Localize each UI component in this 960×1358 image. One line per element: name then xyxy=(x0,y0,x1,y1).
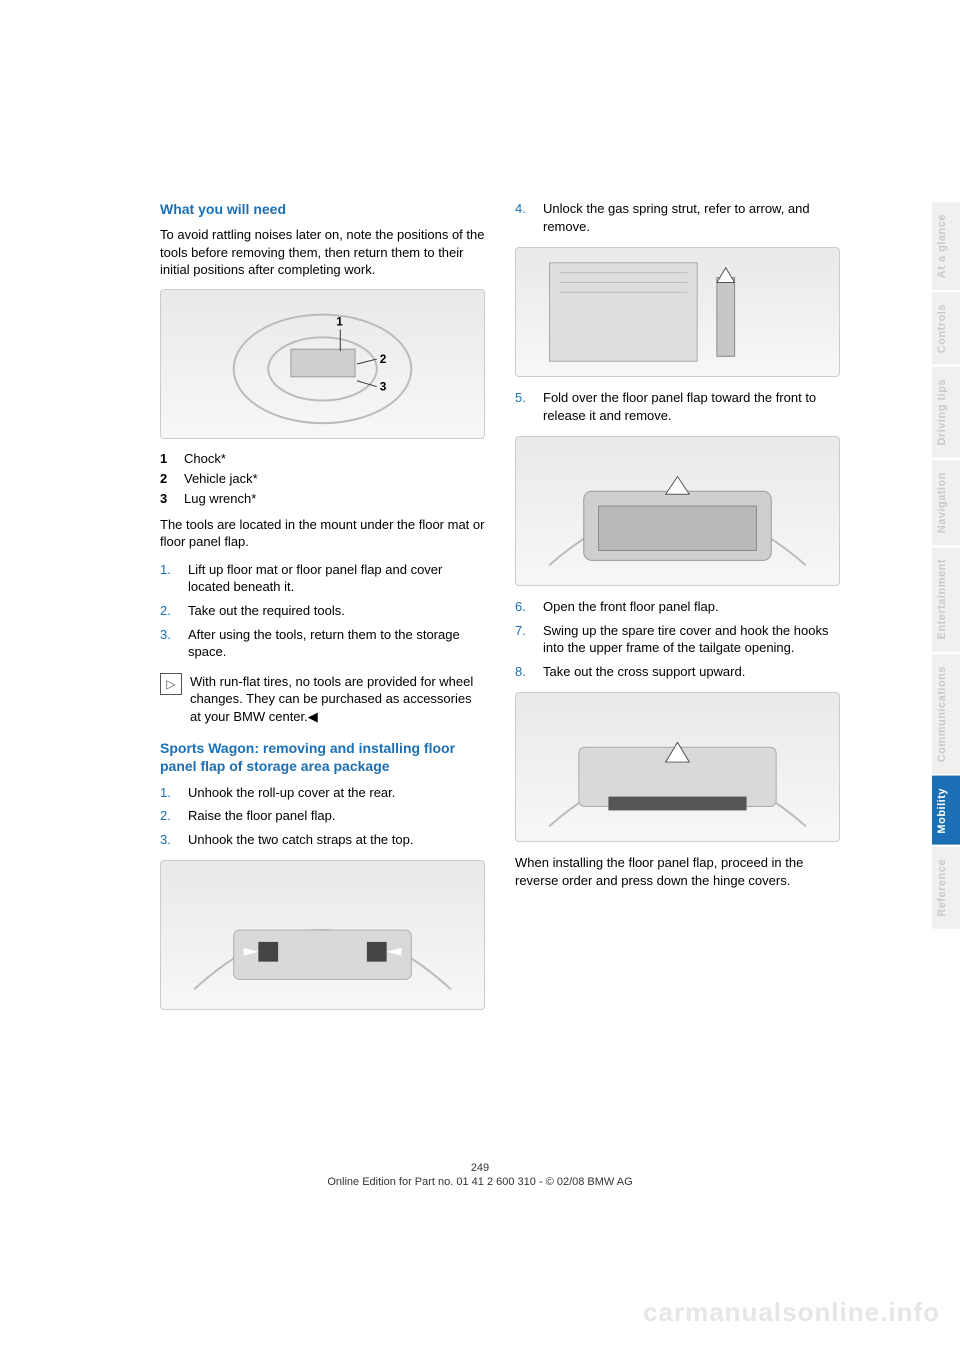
figure-catch-straps xyxy=(160,860,485,1010)
step-text: After using the tools, return them to th… xyxy=(188,626,485,661)
note-text: With run-flat tires, no tools are provid… xyxy=(190,673,485,726)
list-item: 2. Take out the required tools. xyxy=(160,602,485,620)
tab-communications[interactable]: Communications xyxy=(932,652,960,774)
legend-list: 1 Chock* 2 Vehicle jack* 3 Lug wrench* xyxy=(160,451,485,506)
step-text: Fold over the floor panel flap toward th… xyxy=(543,389,840,424)
page-content: What you will need To avoid rattling noi… xyxy=(0,0,960,1082)
heading-what-you-need: What you will need xyxy=(160,200,485,218)
tab-mobility[interactable]: Mobility xyxy=(932,774,960,846)
note-icon: ▷ xyxy=(160,673,182,695)
left-column: What you will need To avoid rattling noi… xyxy=(160,200,485,1022)
step-num: 3. xyxy=(160,831,178,849)
list-item: 2. Raise the floor panel flap. xyxy=(160,807,485,825)
step-text: Raise the floor panel flap. xyxy=(188,807,335,825)
step-num: 1. xyxy=(160,561,178,596)
list-item: 8. Take out the cross support upward. xyxy=(515,663,840,681)
step-num: 2. xyxy=(160,602,178,620)
page-number: 249 xyxy=(0,1162,960,1174)
svg-text:3: 3 xyxy=(380,379,387,393)
legend-num: 2 xyxy=(160,471,174,486)
step-num: 2. xyxy=(160,807,178,825)
step-text: Unhook the two catch straps at the top. xyxy=(188,831,413,849)
figure-fold-flap xyxy=(515,436,840,586)
tab-navigation[interactable]: Navigation xyxy=(932,458,960,545)
tab-driving-tips[interactable]: Driving tips xyxy=(932,365,960,458)
tab-controls[interactable]: Controls xyxy=(932,290,960,365)
legend-item: 1 Chock* xyxy=(160,451,485,466)
svg-text:1: 1 xyxy=(336,314,343,328)
note-runflat: ▷ With run-flat tires, no tools are prov… xyxy=(160,673,485,726)
tab-at-a-glance[interactable]: At a glance xyxy=(932,200,960,290)
list-item: 5. Fold over the floor panel flap toward … xyxy=(515,389,840,424)
legend-label: Chock* xyxy=(184,451,226,466)
figure-gas-spring xyxy=(515,247,840,377)
heading-sports-wagon: Sports Wagon: removing and installing fl… xyxy=(160,739,485,775)
legend-item: 3 Lug wrench* xyxy=(160,491,485,506)
steps-list-e: 6. Open the front floor panel flap. 7. Swi… xyxy=(515,598,840,680)
legend-item: 2 Vehicle jack* xyxy=(160,471,485,486)
list-item: 6. Open the front floor panel flap. xyxy=(515,598,840,616)
steps-list-b: 1.Unhook the roll-up cover at the rear. … xyxy=(160,784,485,849)
step-text: Open the front floor panel flap. xyxy=(543,598,719,616)
watermark: carmanualsonline.info xyxy=(643,1297,940,1328)
steps-list-c: 4. Unlock the gas spring strut, refer to … xyxy=(515,200,840,235)
tools-location-text: The tools are located in the mount under… xyxy=(160,516,485,551)
list-item: 3. After using the tools, return them to … xyxy=(160,626,485,661)
steps-list-a: 1. Lift up floor mat or floor panel flap … xyxy=(160,561,485,661)
page-footer: 249 Online Edition for Part no. 01 41 2 … xyxy=(0,1162,960,1188)
legend-label: Vehicle jack* xyxy=(184,471,258,486)
step-text: Take out the cross support upward. xyxy=(543,663,745,681)
step-text: Unhook the roll-up cover at the rear. xyxy=(188,784,395,802)
step-num: 6. xyxy=(515,598,533,616)
list-item: 1. Unhook the roll-up cover at the rear. xyxy=(160,784,485,802)
step-num: 7. xyxy=(515,622,533,657)
legend-label: Lug wrench* xyxy=(184,491,256,506)
step-text: Unlock the gas spring strut, refer to ar… xyxy=(543,200,840,235)
steps-list-d: 5. Fold over the floor panel flap toward … xyxy=(515,389,840,424)
footer-line: Online Edition for Part no. 01 41 2 600 … xyxy=(327,1176,632,1188)
tab-reference[interactable]: Reference xyxy=(932,845,960,929)
step-num: 1. xyxy=(160,784,178,802)
list-item: 3. Unhook the two catch straps at the top… xyxy=(160,831,485,849)
svg-text:2: 2 xyxy=(380,352,387,366)
right-column: 4. Unlock the gas spring strut, refer to … xyxy=(515,200,840,1022)
intro-paragraph: To avoid rattling noises later on, note … xyxy=(160,226,485,279)
step-num: 4. xyxy=(515,200,533,235)
legend-num: 1 xyxy=(160,451,174,466)
step-text: Take out the required tools. xyxy=(188,602,345,620)
tab-entertainment[interactable]: Entertainment xyxy=(932,545,960,651)
figure-cross-support xyxy=(515,692,840,842)
closing-paragraph: When installing the floor panel flap, pr… xyxy=(515,854,840,889)
figure-tools-in-spare-wheel: 1 2 3 xyxy=(160,289,485,439)
list-item: 1. Lift up floor mat or floor panel flap … xyxy=(160,561,485,596)
list-item: 7. Swing up the spare tire cover and hook… xyxy=(515,622,840,657)
section-tabs: At a glance Controls Driving tips Naviga… xyxy=(932,200,960,929)
step-num: 8. xyxy=(515,663,533,681)
step-num: 5. xyxy=(515,389,533,424)
step-text: Swing up the spare tire cover and hook t… xyxy=(543,622,840,657)
legend-num: 3 xyxy=(160,491,174,506)
step-num: 3. xyxy=(160,626,178,661)
step-text: Lift up floor mat or floor panel flap an… xyxy=(188,561,485,596)
list-item: 4. Unlock the gas spring strut, refer to … xyxy=(515,200,840,235)
